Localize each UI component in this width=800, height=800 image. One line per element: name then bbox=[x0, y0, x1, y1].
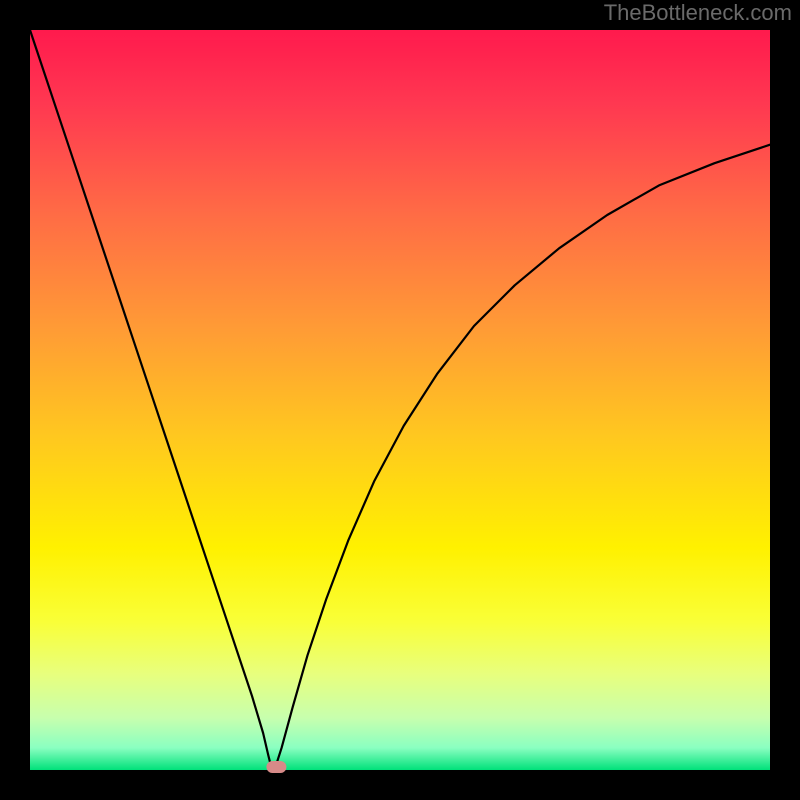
optimal-point-marker bbox=[266, 761, 286, 773]
page-root: TheBottleneck.com bbox=[0, 0, 800, 800]
chart-plot-background bbox=[30, 30, 770, 770]
bottleneck-chart bbox=[0, 0, 800, 800]
